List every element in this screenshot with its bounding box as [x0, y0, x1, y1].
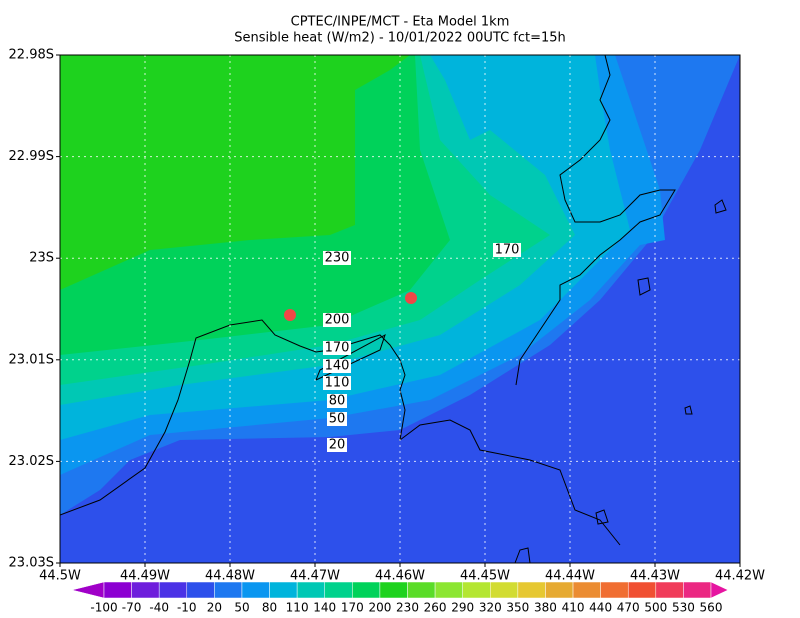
- contour-label: 110: [325, 376, 350, 391]
- contour-label: 80: [329, 394, 346, 409]
- x-tick-label: 44.47W: [290, 569, 340, 584]
- contour-labels: 230 200 170 140 110 80 50 20 170: [323, 243, 521, 453]
- colorbar-label: -10: [177, 601, 197, 615]
- colorbar-segment: [517, 581, 546, 599]
- colorbar-label: 320: [479, 601, 502, 615]
- colorbar-segment: [296, 581, 325, 599]
- grid: [60, 55, 740, 563]
- colorbar-segment: [655, 581, 684, 599]
- colorbar-segment: [627, 581, 657, 599]
- colorbar-segment: [158, 581, 188, 599]
- colorbar-label: 20: [207, 601, 222, 615]
- x-tick-label: 44.46W: [375, 569, 425, 584]
- colorbar-label: 410: [562, 601, 585, 615]
- title: CPTEC/INPE/MCT - Eta Model 1km: [291, 15, 510, 30]
- colorbar-label: 560: [700, 601, 723, 615]
- colorbar-segment: [269, 581, 298, 599]
- colorbar-segment: [131, 581, 160, 599]
- colorbar-label: -100: [90, 601, 117, 615]
- y-tick-label: 23.02S: [9, 454, 54, 469]
- colorbar-label: 470: [617, 601, 640, 615]
- contour-label-bg: [327, 394, 347, 408]
- contour-label-bg: [323, 376, 351, 390]
- colorbar: -100 -70 -40 -10 20 50 80 110 140 170 200 230 260 290…: [71, 581, 729, 615]
- fill-230: [60, 55, 410, 290]
- contour-label: 170: [325, 341, 350, 356]
- colorbar-label: -40: [149, 601, 169, 615]
- x-tick-label: 44.48W: [205, 569, 255, 584]
- colorbar-segment: [490, 581, 519, 599]
- colorbar-segment: [379, 581, 408, 599]
- colorbar-label: 380: [534, 601, 557, 615]
- colorbar-label: -70: [122, 601, 142, 615]
- colorbar-segment: [241, 581, 270, 599]
- contour-label: 200: [325, 313, 350, 328]
- colorbar-label: 110: [286, 601, 309, 615]
- axes: 44.5W 44.49W 44.48W 44.47W 44.46W 44.45W 44.44…: [9, 48, 766, 584]
- x-tick-label: 44.44W: [545, 569, 595, 584]
- colorbar-segment: [186, 581, 215, 599]
- y-tick-label: 23.03S: [9, 556, 54, 571]
- colorbar-label: 440: [589, 601, 612, 615]
- contour-label-bg: [323, 341, 351, 355]
- colorbar-segment: [572, 581, 601, 599]
- colorbar-segment: [103, 581, 132, 599]
- colorbar-label: 350: [506, 601, 529, 615]
- contour-label: 230: [325, 251, 350, 266]
- contour-label-bg: [323, 251, 351, 265]
- contour-label-bg: [323, 359, 351, 373]
- x-tick-label: 44.45W: [460, 569, 510, 584]
- contour-label-bg: [327, 438, 347, 452]
- y-tick-label: 22.99S: [9, 149, 54, 164]
- colorbar-segment: [683, 581, 712, 599]
- colorbar-segment: [407, 581, 436, 599]
- colorbar-segment: [214, 581, 243, 599]
- contour-label-bg: [493, 243, 521, 257]
- colorbar-segment: [71, 581, 105, 599]
- colorbar-segment: [352, 581, 381, 599]
- contour-label: 50: [329, 412, 346, 427]
- colorbar-label: 500: [644, 601, 667, 615]
- contour-label: 140: [325, 359, 350, 374]
- colorbar-segment: [545, 581, 574, 599]
- contour-label: 170: [495, 243, 520, 258]
- x-tick-label: 44.42W: [715, 569, 765, 584]
- colorbar-label: 290: [451, 601, 474, 615]
- colorbar-segment: [324, 581, 353, 599]
- point-marker: [405, 292, 417, 304]
- colorbar-label: 170: [341, 601, 364, 615]
- colorbar-segment: [434, 581, 463, 599]
- colorbar-label: 530: [672, 601, 695, 615]
- colorbar-label: 200: [368, 601, 391, 615]
- contour-label-bg: [323, 313, 351, 327]
- colorbar-label: 140: [313, 601, 336, 615]
- colorbar-label: 230: [396, 601, 419, 615]
- colorbar-label: 50: [234, 601, 249, 615]
- colorbar-segment: [710, 581, 729, 599]
- x-tick-label: 44.43W: [630, 569, 680, 584]
- contour-label: 20: [329, 438, 346, 453]
- contour-label-bg: [327, 412, 347, 426]
- x-tick-label: 44.49W: [120, 569, 170, 584]
- field: [60, 55, 740, 563]
- y-tick-label: 23S: [29, 251, 54, 266]
- x-tick-label: 44.5W: [39, 569, 81, 584]
- y-tick-label: 22.98S: [9, 48, 54, 63]
- coastline: [60, 55, 727, 563]
- colorbar-label: 80: [262, 601, 277, 615]
- colorbar-label: 260: [424, 601, 447, 615]
- point-marker: [284, 309, 296, 321]
- y-tick-label: 23.01S: [9, 352, 54, 367]
- colorbar-segment: [462, 581, 491, 599]
- colorbar-segment: [600, 581, 629, 599]
- subtitle: Sensible heat (W/m2) - 10/01/2022 00UTC …: [234, 31, 566, 46]
